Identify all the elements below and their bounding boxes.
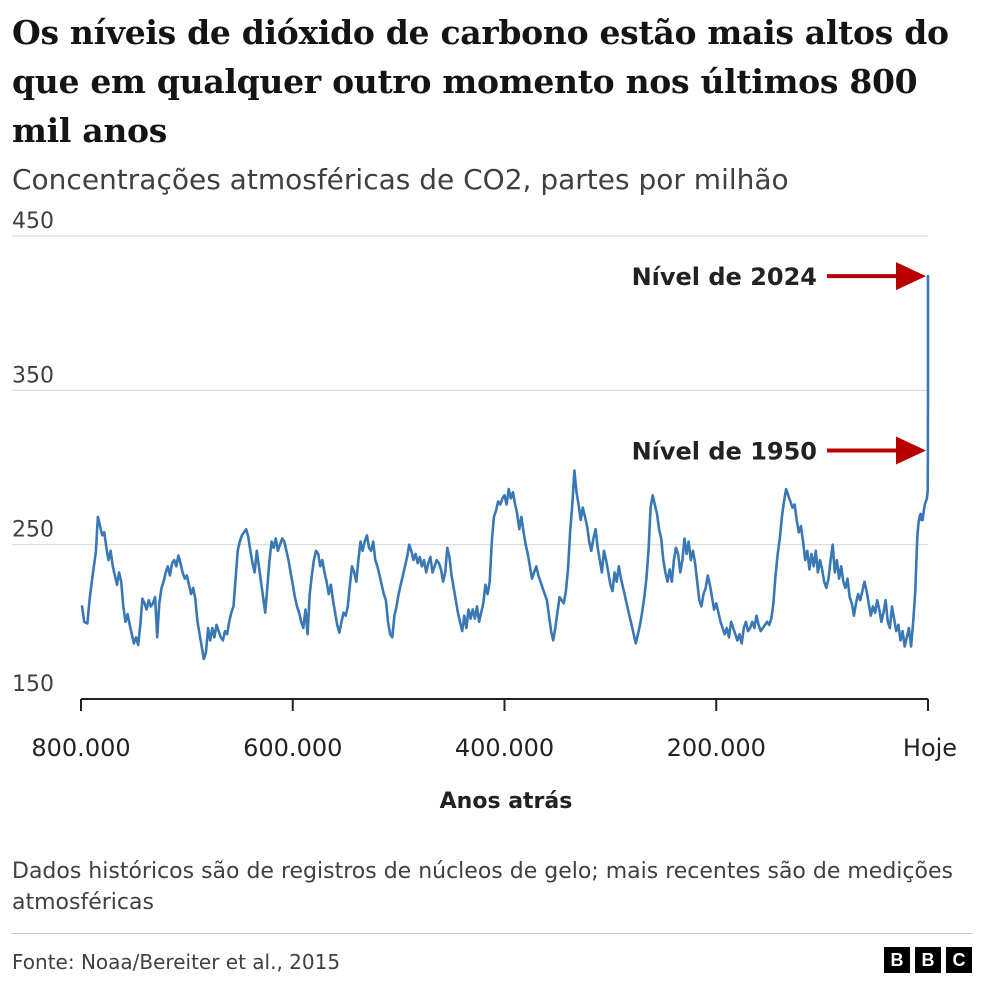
gridlines bbox=[12, 235, 928, 546]
x-axis bbox=[80, 698, 929, 711]
bbc-logo-letter: C bbox=[946, 947, 972, 973]
annotation-arrow-head bbox=[896, 262, 926, 291]
y-tick-label: 250 bbox=[12, 518, 54, 543]
annotation-label: Nível de 2024 bbox=[632, 263, 817, 291]
chart-title: Os níveis de dióxido de carbono estão ma… bbox=[12, 13, 949, 150]
x-tick-label: 600.000 bbox=[243, 734, 342, 762]
source-credit: Fonte: Noaa/Bereiter et al., 2015 bbox=[12, 950, 341, 974]
series-layer bbox=[80, 274, 930, 661]
x-axis-title: Anos atrás bbox=[440, 789, 573, 814]
annotations: Nível de 2024 Nível de 1950 bbox=[632, 262, 926, 466]
annotation-label: Nível de 1950 bbox=[632, 438, 817, 466]
footnote: Dados históricos são de registros de núc… bbox=[12, 859, 953, 915]
annotation-arrow-head bbox=[896, 436, 926, 465]
x-tick-label: 200.000 bbox=[667, 734, 766, 762]
co2-series-line bbox=[80, 274, 930, 661]
x-axis-tick-labels: 800.000 600.000 400.000 200.000 Hoje bbox=[31, 734, 957, 762]
y-tick-label: 150 bbox=[12, 672, 54, 697]
chart-subtitle: Concentrações atmosféricas de CO2, parte… bbox=[12, 163, 789, 196]
bbc-logo-letter: B bbox=[915, 947, 941, 973]
bbc-logo: B B C bbox=[884, 947, 972, 973]
footer-divider bbox=[12, 933, 972, 934]
x-tick-label: 800.000 bbox=[31, 734, 130, 762]
x-tick-label: Hoje bbox=[903, 734, 957, 762]
y-axis-tick-labels: 150 250 350 450 bbox=[12, 209, 54, 697]
y-tick-label: 450 bbox=[12, 209, 54, 234]
x-tick-label: 400.000 bbox=[455, 734, 554, 762]
y-tick-label: 350 bbox=[12, 363, 54, 388]
bbc-logo-letter: B bbox=[884, 947, 910, 973]
co2-line-chart: 150 250 350 450 800.000 600.000 400.000 200.00… bbox=[12, 209, 957, 814]
